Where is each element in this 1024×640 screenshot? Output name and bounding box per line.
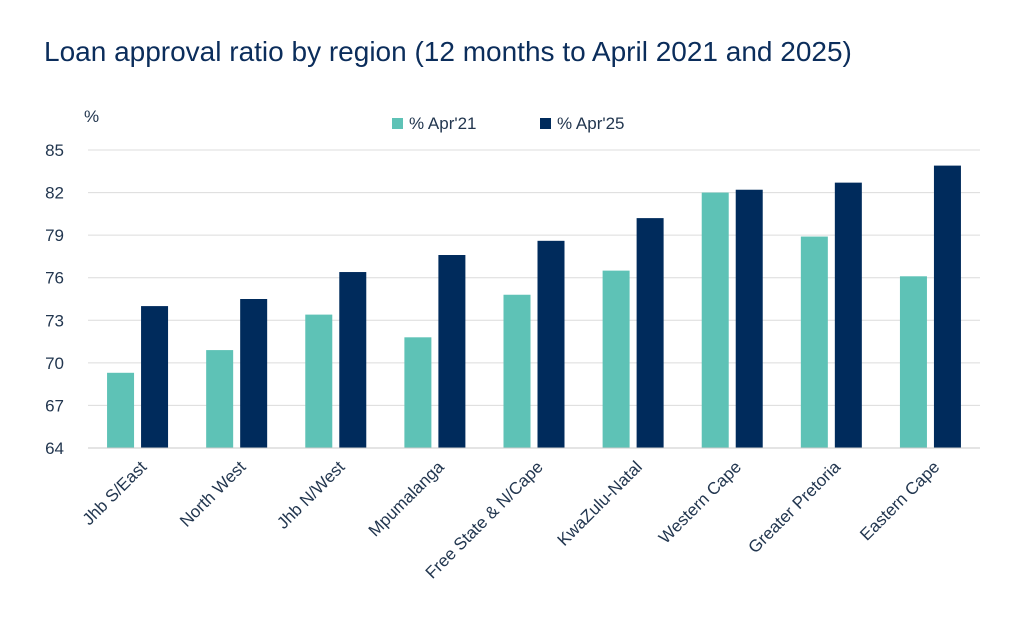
x-tick-label: North West — [176, 457, 250, 531]
legend-swatch — [540, 118, 551, 129]
legend-label: % Apr'25 — [557, 114, 625, 133]
y-tick-label: 79 — [45, 226, 64, 245]
bar-apr25 — [438, 255, 466, 448]
y-tick-label: 64 — [45, 439, 64, 458]
legend-swatch — [392, 118, 403, 129]
x-tick-label: Jhb N/West — [273, 457, 349, 533]
x-tick-label: Greater Pretoria — [745, 457, 845, 557]
y-tick-label: 67 — [45, 396, 64, 415]
bar-apr21 — [107, 372, 135, 448]
bar-apr25 — [735, 189, 763, 448]
y-axis-label: % — [84, 107, 99, 126]
gridlines — [88, 149, 980, 406]
bar-apr21 — [602, 270, 630, 448]
bar-apr25 — [834, 182, 862, 448]
chart-title: Loan approval ratio by region (12 months… — [44, 36, 852, 67]
bar-apr21 — [701, 192, 729, 448]
bar-apr25 — [240, 299, 268, 448]
bar-apr21 — [206, 350, 234, 448]
legend-label: % Apr'21 — [409, 114, 477, 133]
bar-apr25 — [933, 165, 961, 448]
bar-apr25 — [636, 218, 664, 448]
bar-apr25 — [339, 272, 367, 448]
bar-apr21 — [800, 236, 828, 448]
y-tick-label: 82 — [45, 184, 64, 203]
x-tick-label: Mpumalanga — [365, 457, 448, 540]
bar-apr21 — [503, 294, 531, 448]
bar-apr21 — [404, 337, 432, 448]
y-axis-ticks: 64 67 70 73 76 79 82 85 — [45, 141, 64, 458]
y-tick-label: 76 — [45, 269, 64, 288]
y-tick-label: 73 — [45, 311, 64, 330]
legend: % Apr'21 % Apr'25 — [392, 114, 625, 133]
y-tick-label: 85 — [45, 141, 64, 160]
x-tick-label: Eastern Cape — [856, 457, 943, 544]
x-tick-label: Jhb S/East — [79, 457, 151, 529]
bar-apr25 — [141, 306, 169, 448]
x-tick-label: Western Cape — [655, 457, 745, 547]
bar-apr25 — [537, 240, 565, 448]
x-axis-labels: Jhb S/East North West Jhb N/West Mpumalanga… — [79, 457, 943, 582]
y-tick-label: 70 — [45, 354, 64, 373]
bars — [107, 165, 961, 448]
bar-apr21 — [305, 314, 333, 448]
x-tick-label: KwaZulu-Natal — [554, 457, 646, 549]
bar-apr21 — [899, 276, 927, 448]
